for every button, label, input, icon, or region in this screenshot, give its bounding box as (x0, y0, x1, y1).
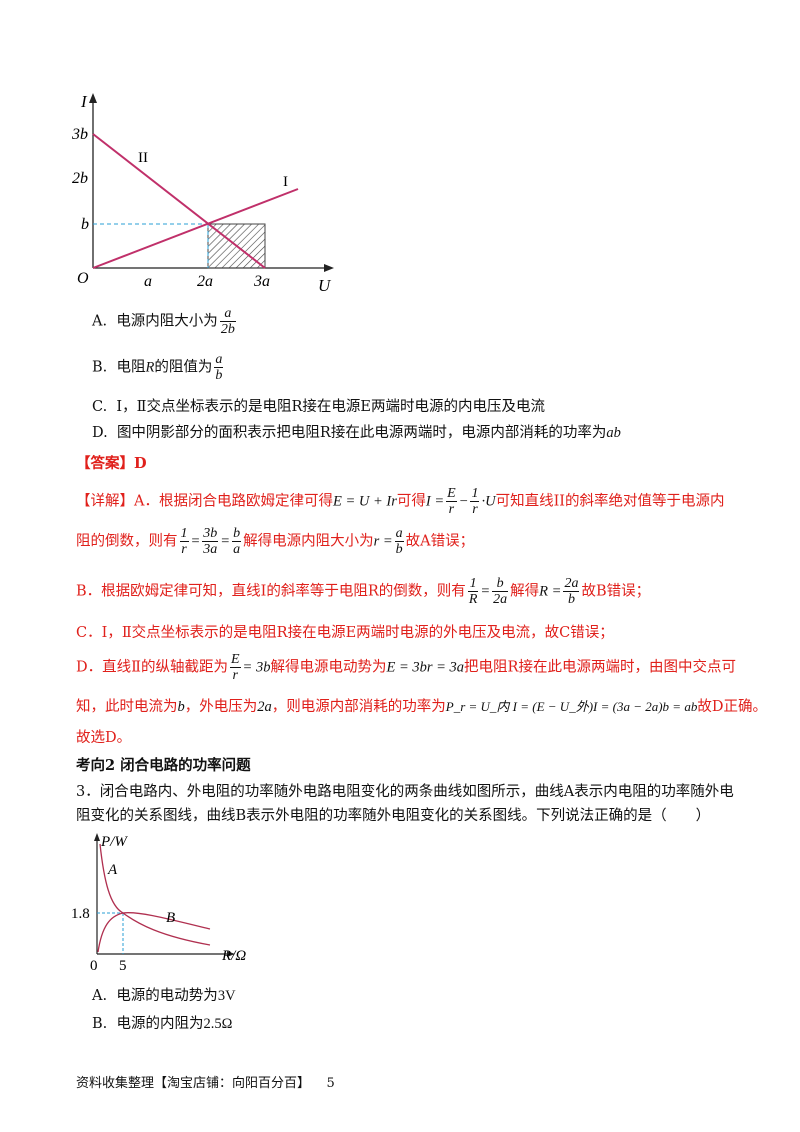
q3-stem-line2: 阻变化的关系图线，曲线B表示外电阻的功率随外电阻变化的关系图线。下列说法正确的是… (76, 808, 711, 824)
q2-option-c[interactable]: C. Ⅰ，Ⅱ交点坐标表示的是电阻R接在电源E两端时电源的内电压及电流 (92, 399, 545, 415)
axis-label-r: R/Ω (221, 948, 246, 964)
x-tick-a: a (144, 273, 152, 290)
origin-label: O (77, 270, 89, 287)
q2-option-d[interactable]: D. 图中阴影部分的面积表示把电阻R接在此电源两端时，电源内部消耗的功率为ab (92, 425, 621, 441)
x-tick-5: 5 (119, 958, 127, 974)
q3-option-b[interactable]: B. 电源的内阻为2.5Ω (92, 1016, 233, 1032)
x-tick-2a: 2a (197, 273, 213, 290)
axis-label-p: P/W (100, 834, 128, 850)
section-title: 考向2 闭合电路的功率问题 (76, 757, 251, 774)
line-label-ii: II (138, 150, 148, 166)
curve-a (99, 843, 211, 946)
detail-line-4: C．Ⅰ，Ⅱ交点坐标表示的是电阻R接在电源E两端时电源的外电压及电流，故C错误； (76, 625, 614, 641)
y-tick-b: b (81, 216, 89, 233)
graph-i-u: I 3b 2b b O a 2a 3a U II I (71, 92, 334, 295)
q3-stem-line1: 3．闭合电路内、外电阻的功率随外电路电阻变化的两条曲线如图所示，曲线A表示内电阻… (76, 784, 734, 800)
footer: 资料收集整理【淘宝店铺：向阳百分百】 5 (76, 1072, 335, 1091)
x-tick-3a: 3a (253, 273, 270, 290)
y-tick-1-8: 1.8 (71, 906, 90, 922)
fraction: a 2b (219, 306, 236, 337)
detail-line-6: 知，此时电流为b，外电压为2a，则电源内部消耗的功率为P_r = U_内 I =… (76, 699, 767, 715)
y-tick-2b: 2b (72, 170, 88, 187)
page-number: 5 (326, 1076, 335, 1091)
answer-label: 【答案】D (76, 455, 147, 472)
curve-label-a: A (107, 862, 118, 878)
line-label-i: I (283, 174, 288, 190)
detail-line-3: B．根据欧姆定律可知，直线I的斜率等于电阻R的倒数，则有 1 R = b 2a 解得R = 2… (76, 576, 651, 607)
curve-label-b: B (166, 910, 175, 926)
detail-line-7: 故选D。 (76, 730, 132, 746)
curve-b (97, 912, 211, 953)
axis-label-i: I (80, 92, 88, 111)
q3-option-a[interactable]: A. 电源的电动势为3V (92, 988, 236, 1004)
graph-p-r: P/W A B 1.8 0 5 R/Ω (71, 833, 246, 974)
line-i (92, 188, 299, 269)
q2-option-b[interactable]: B. 电阻R的阻值为 a b (92, 352, 224, 383)
footer-text: 资料收集整理【淘宝店铺：向阳百分百】 (76, 1076, 311, 1091)
line-ii (92, 133, 266, 269)
q2-option-a[interactable]: A. 电源内阻大小为 a 2b (92, 306, 236, 337)
axis-label-u: U (318, 276, 332, 295)
x-tick-0: 0 (90, 958, 98, 974)
detail-line-2: 阻的倒数，则有 1 r = 3b 3a = b a 解得电源内阻大小为r = a b 故A错误； (76, 526, 475, 557)
y-tick-3b: 3b (71, 126, 88, 143)
